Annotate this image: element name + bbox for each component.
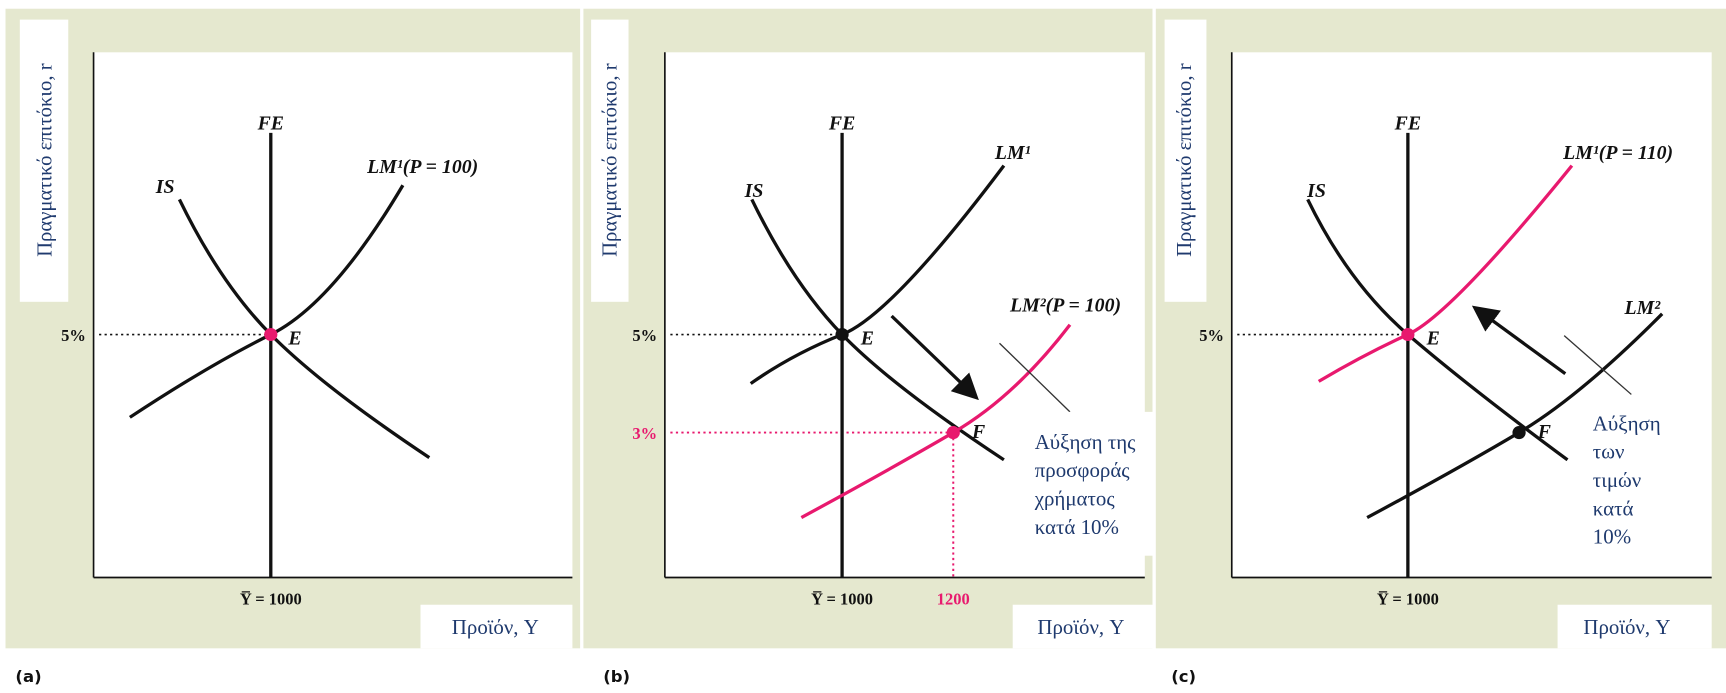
- note-line: κατά 10%: [1035, 516, 1119, 539]
- equilibrium-point: [946, 426, 960, 440]
- y-axis-label: Πραγματικό επιτόκιο, r: [598, 63, 621, 257]
- lm-curve: [1317, 164, 1574, 383]
- note-line: τιμών: [1593, 469, 1641, 492]
- panel-tag: (c): [1171, 667, 1196, 686]
- lm-label: LM²(P = 100): [1009, 295, 1121, 317]
- fe-label: FE: [257, 113, 284, 135]
- point-label: F: [971, 421, 985, 443]
- lm-label: LM²: [1624, 297, 1662, 319]
- point-label: E: [860, 327, 874, 349]
- y-tick-label: 5%: [1199, 326, 1224, 345]
- y-tick-label: 3%: [632, 424, 657, 443]
- shift-arrow: [1471, 305, 1567, 376]
- x-tick-label: Y̅ = 1000: [1377, 590, 1439, 609]
- shift-marker: [999, 342, 1071, 413]
- fe-label: FE: [828, 113, 855, 135]
- fe-label: FE: [1394, 113, 1421, 135]
- is-label: IS: [155, 176, 175, 198]
- y-label-box: [591, 19, 629, 302]
- note-line: χρήματος: [1034, 488, 1116, 511]
- shift-arrow: [890, 314, 979, 401]
- note-line: 10%: [1593, 526, 1631, 549]
- x-label-box: [1012, 604, 1174, 649]
- y-label-box: [19, 19, 69, 302]
- x-tick-label: Y̅ = 1000: [240, 590, 302, 609]
- equilibrium-point: [264, 327, 278, 342]
- note-line: κατά: [1593, 497, 1634, 520]
- lm-label: LM¹: [994, 142, 1031, 164]
- x-label-box: [1557, 604, 1712, 649]
- lm-label: LM¹(P = 110): [1562, 142, 1673, 164]
- note-box: [1021, 411, 1174, 556]
- is-label: IS: [744, 180, 764, 202]
- point-label: F: [1537, 421, 1551, 443]
- panel-tag: (b): [603, 667, 630, 686]
- plot-area: [1231, 52, 1712, 578]
- y-axis-label: Πραγματικό επιτόκιο, r: [1173, 63, 1196, 257]
- panel-tag: (a): [15, 667, 41, 686]
- shift-marker: [1563, 335, 1632, 395]
- x-axis-label: Προϊόν, Y: [1037, 616, 1124, 639]
- plot-area: [93, 52, 573, 578]
- lm-curve: [749, 164, 1006, 385]
- x-axis-label: Προϊόν, Y: [452, 616, 539, 639]
- point-label: E: [1426, 327, 1440, 349]
- x-tick-label: Y̅ = 1000: [811, 590, 873, 609]
- y-tick-label: 5%: [632, 326, 657, 345]
- x-tick-label: 1200: [937, 590, 970, 609]
- y-tick-label: 5%: [61, 326, 86, 345]
- note-line: Αύξηση: [1593, 412, 1661, 435]
- panel-c: Πραγματικό επιτόκιο, r Προϊόν, Y FE IS L…: [1155, 8, 1726, 686]
- panel-b: Πραγματικό επιτόκιο, r Προϊόν, Y FE IS L…: [583, 8, 1174, 686]
- equilibrium-point: [1512, 426, 1526, 440]
- panel-a: Πραγματικό επιτόκιο, r Προϊόν, Y FE IS L…: [5, 8, 581, 686]
- x-label-box: [420, 604, 573, 649]
- is-label: IS: [1306, 180, 1326, 202]
- lm-label: LM¹(P = 100): [366, 156, 478, 178]
- x-axis-label: Προϊόν, Y: [1583, 616, 1670, 639]
- note-line: προσφοράς: [1035, 459, 1131, 482]
- point-label: E: [287, 327, 301, 349]
- note-line: των: [1593, 441, 1625, 464]
- y-axis-label: Πραγματικό επιτόκιο, r: [34, 63, 57, 257]
- note-line: Αύξηση της: [1035, 431, 1136, 454]
- y-label-box: [1164, 19, 1207, 302]
- equilibrium-point: [835, 327, 849, 342]
- equilibrium-point: [1401, 327, 1415, 342]
